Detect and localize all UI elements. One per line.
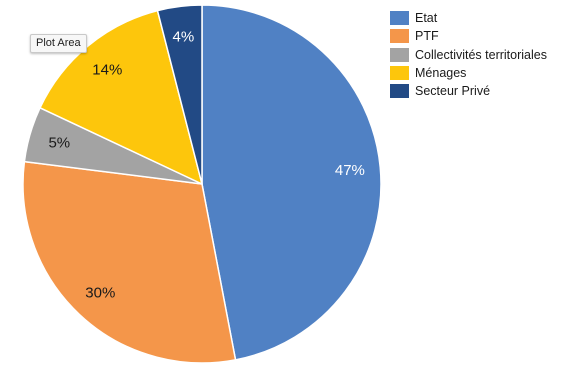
pie-data-label-4: 14% xyxy=(92,62,122,79)
legend-item-1: Etat xyxy=(390,9,547,27)
legend-item-2: PTF xyxy=(390,27,547,45)
legend-swatch xyxy=(390,29,409,43)
legend-label: Etat xyxy=(415,11,437,25)
pie-data-label-3: 5% xyxy=(48,135,70,152)
pie-slices xyxy=(23,5,381,363)
legend-item-3: Collectivités territoriales xyxy=(390,46,547,64)
legend-swatch xyxy=(390,11,409,25)
legend-swatch xyxy=(390,66,409,80)
legend-label: Ménages xyxy=(415,66,466,80)
pie-data-label-2: 30% xyxy=(85,284,115,301)
legend-label: PTF xyxy=(415,29,439,43)
plot-area-tooltip: Plot Area xyxy=(30,34,87,53)
chart-legend: Etat PTF Collectivités territoriales Ménage… xyxy=(390,9,547,100)
legend-item-4: Ménages xyxy=(390,64,547,82)
legend-swatch xyxy=(390,48,409,62)
legend-item-5: Secteur Privé xyxy=(390,82,547,100)
pie-data-label-5: 4% xyxy=(173,29,195,46)
legend-swatch xyxy=(390,84,409,98)
pie-slice-1[interactable] xyxy=(202,5,381,360)
legend-label: Collectivités territoriales xyxy=(415,48,547,62)
pie-slice-2[interactable] xyxy=(23,162,236,363)
pie-data-label-1: 47% xyxy=(335,162,365,179)
legend-label: Secteur Privé xyxy=(415,84,490,98)
